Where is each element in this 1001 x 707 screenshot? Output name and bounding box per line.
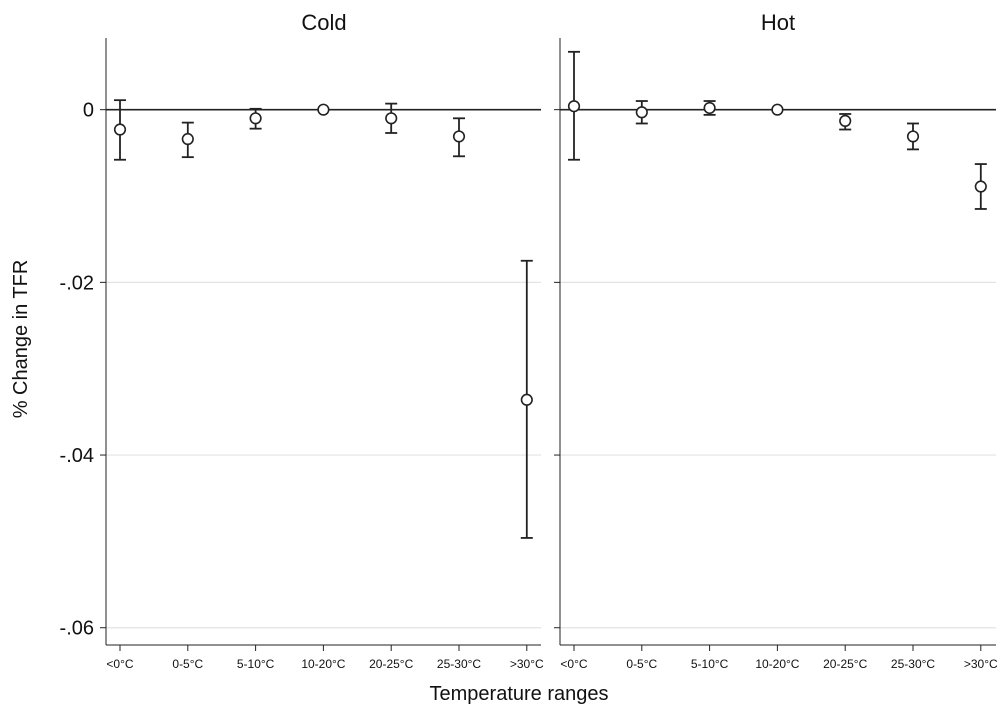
x-tick-label: 5-10°C (237, 657, 275, 671)
point-estimate (635, 106, 648, 119)
point-estimate (452, 130, 466, 143)
x-tick-label: 10-20°C (755, 657, 799, 671)
point-estimate (181, 132, 194, 146)
point-estimate (385, 112, 398, 125)
panel-cold: Cold <0°C 0-5°C 5-10°C 10-20°C 20-25°C 25-30°… (100, 10, 544, 671)
panel-title-hot: Hot (761, 10, 795, 35)
point-estimate (974, 180, 987, 193)
y-tick-label: 0 (83, 100, 94, 122)
point-estimate (317, 103, 330, 116)
panel-title-cold: Cold (301, 10, 346, 35)
x-tick-label: 5-10°C (691, 657, 729, 671)
x-tick-label: 20-25°C (823, 657, 867, 671)
point-estimate (113, 123, 127, 136)
point-estimate (906, 130, 920, 143)
y-tick-label: -.06 (60, 618, 94, 640)
point-estimate (839, 114, 852, 127)
point-estimate (567, 100, 581, 113)
y-tick-label: -.04 (60, 445, 94, 467)
x-tick-label: >30°C (964, 657, 998, 671)
x-tick-label: 25-30°C (437, 657, 481, 671)
y-tick-label: -.02 (60, 272, 94, 294)
point-estimate (249, 112, 262, 125)
x-tick-label: >30°C (510, 657, 544, 671)
x-tick-label: 20-25°C (369, 657, 413, 671)
point-estimate (703, 101, 716, 115)
x-tick-label: 25-30°C (891, 657, 935, 671)
x-tick-label: <0°C (560, 657, 587, 671)
point-estimate (771, 103, 784, 116)
x-tick-label: 0-5°C (172, 657, 203, 671)
x-tick-label: <0°C (106, 657, 133, 671)
x-axis-title: Temperature ranges (430, 683, 609, 705)
x-tick-label: 10-20°C (301, 657, 345, 671)
x-tick-label: 0-5°C (626, 657, 657, 671)
y-axis-title: % Change in TFR (10, 260, 32, 419)
point-estimate (520, 393, 533, 406)
panel-hot: Hot <0°C 0-5°C 5-10°C 10-20°C 20-25°C 25-30°C… (554, 10, 998, 671)
